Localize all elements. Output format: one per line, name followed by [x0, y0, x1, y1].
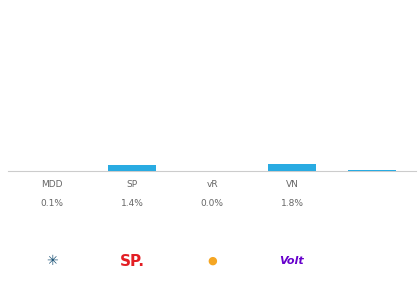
- Text: Volt: Volt: [280, 256, 304, 266]
- Text: 1.4%: 1.4%: [121, 199, 144, 208]
- Bar: [108, 165, 156, 171]
- Text: ●: ●: [207, 256, 217, 266]
- Text: 0.0%: 0.0%: [201, 199, 223, 208]
- Bar: [348, 170, 396, 171]
- Text: 1.8%: 1.8%: [281, 199, 304, 208]
- Text: 0.1%: 0.1%: [41, 199, 64, 208]
- Bar: [268, 164, 316, 171]
- Text: ✳: ✳: [47, 254, 58, 268]
- Text: SP.: SP.: [120, 254, 145, 268]
